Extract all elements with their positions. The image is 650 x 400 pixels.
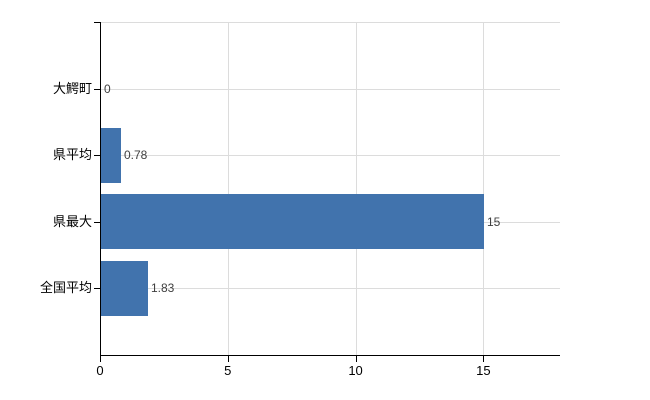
y-axis-tick: [94, 22, 100, 23]
bar: [101, 128, 121, 183]
y-axis: [100, 22, 101, 355]
y-axis-tick: [94, 288, 100, 289]
x-tick-label: 15: [476, 363, 491, 378]
gridline-vertical: [483, 22, 485, 355]
gridline-horizontal: [100, 288, 560, 289]
y-axis-tick: [94, 89, 100, 90]
x-axis-tick: [100, 356, 101, 362]
bar-value-label: 15: [487, 215, 501, 229]
gridline-horizontal: [100, 89, 560, 90]
category-label: 全国平均: [39, 280, 92, 295]
plot-area: 0 0.78 15 1.83: [100, 22, 560, 355]
category-label: 県平均: [52, 147, 92, 162]
x-axis: [100, 355, 560, 356]
category-label: 県最大: [52, 214, 92, 229]
gridline-vertical: [355, 22, 357, 355]
y-axis-tick: [94, 222, 100, 223]
gridline-vertical: [227, 22, 229, 355]
x-axis-tick: [355, 356, 357, 362]
x-tick-label: 5: [224, 363, 232, 378]
bar-value-label: 1.83: [151, 281, 175, 295]
x-tick-label: 10: [348, 363, 363, 378]
category-label: 大鰐町: [52, 81, 92, 96]
plot-top-border: [100, 22, 560, 23]
x-axis-tick: [483, 356, 485, 362]
gridline-horizontal: [100, 155, 560, 156]
x-tick-label: 0: [96, 363, 104, 378]
bar: [101, 194, 484, 249]
x-axis-tick: [227, 356, 229, 362]
y-axis-tick: [94, 155, 100, 156]
bar-value-label: 0: [104, 82, 111, 96]
bar: [101, 261, 148, 316]
bar-value-label: 0.78: [124, 148, 148, 162]
